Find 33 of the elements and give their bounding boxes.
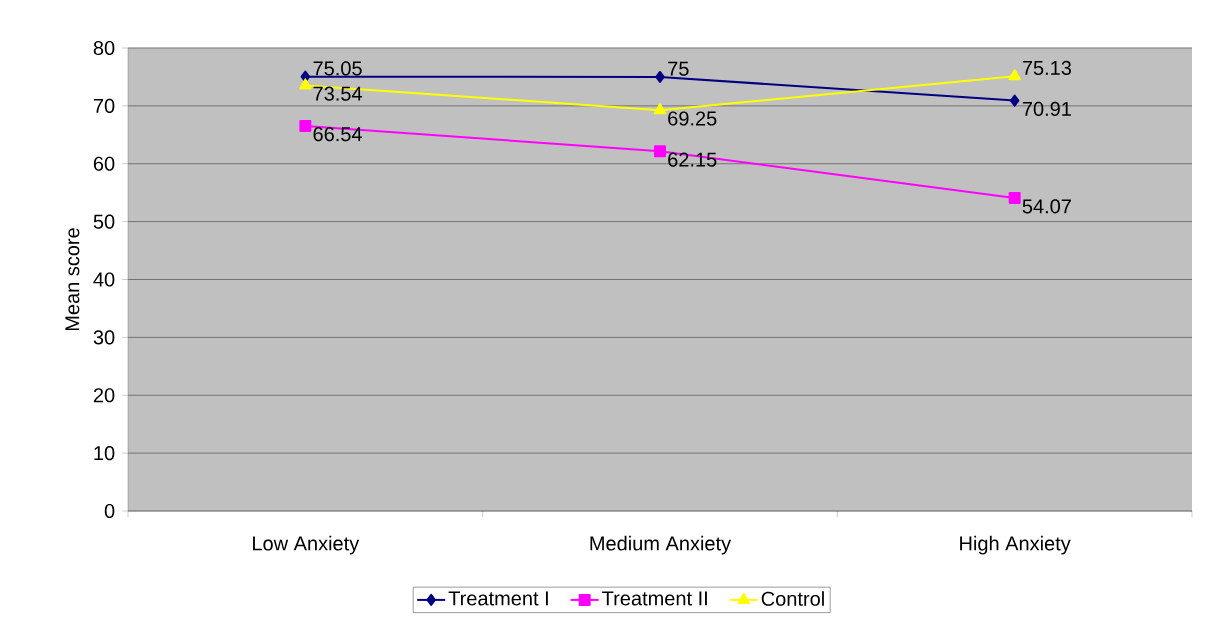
y-tick-label: 20 (93, 388, 115, 403)
data-label: 75.13 (1022, 60, 1072, 75)
point (653, 103, 667, 115)
x-tick-label: Low Anxiety (253, 535, 360, 555)
data-label: 62.15 (668, 152, 717, 167)
point (655, 70, 665, 83)
data-label: 75.05 (313, 61, 362, 76)
legend-label: Treatment II (602, 591, 707, 606)
data-label: 66.54 (313, 127, 362, 142)
data-label: 70.91 (1022, 101, 1071, 116)
y-tick-label: 30 (93, 330, 115, 345)
y-tick-label: 70 (93, 98, 115, 113)
point (299, 78, 312, 90)
point (1008, 192, 1021, 205)
point (653, 145, 666, 158)
y-tick-label: 60 (93, 156, 115, 171)
y-tick-label: 10 (94, 446, 115, 461)
point (1008, 69, 1021, 81)
y-tick-label: 0 (104, 503, 115, 519)
point (299, 119, 312, 132)
legend-label: Control (761, 591, 824, 606)
point (1009, 94, 1020, 107)
data-label: 54.07 (1022, 199, 1071, 214)
x-tick-label: Medium Anxiety (590, 535, 732, 555)
y-tick-label: 40 (93, 272, 115, 287)
legend-label: Treatment I (448, 591, 548, 606)
x-tick-label: High Anxiety (960, 535, 1071, 555)
y-axis-title: Mean score (65, 228, 80, 331)
data-label: 75 (668, 61, 689, 76)
y-tick-label: 50 (93, 214, 115, 229)
data-label: 73.54 (313, 86, 362, 101)
y-tick-label: 80 (93, 40, 115, 56)
data-label: 69.25 (668, 111, 717, 126)
